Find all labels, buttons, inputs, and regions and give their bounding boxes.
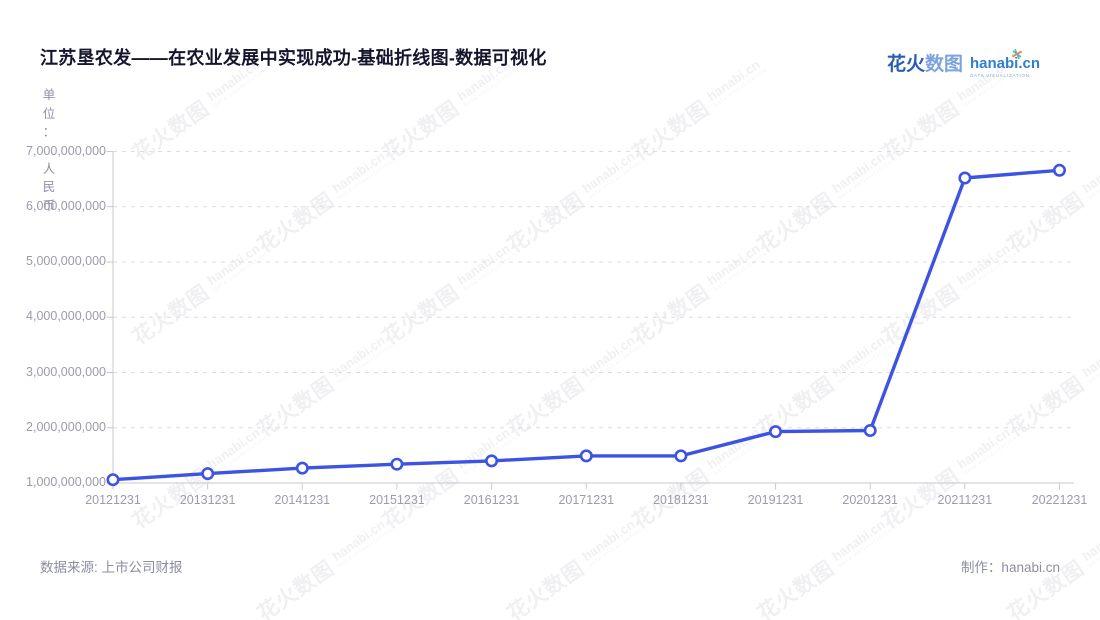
x-tick-label: 20201231 [842,493,898,507]
logo-brand-en-text: hanabi.cn [969,55,1040,72]
unit-label-char: 单 [42,88,56,102]
line-series [111,168,1062,482]
data-point-marker [674,449,688,463]
y-axis-unit-label: 单位 ： 人民币 [40,86,58,215]
hanabi-logo: 花火数图 hanabi.cn DATA VISUALIZATION [887,48,1040,78]
chart-title: 江苏垦农发——在农业发展中实现成功-基础折线图-数据可视化 [40,48,547,68]
data-point-marker [1053,163,1067,177]
data-point-marker [579,449,593,463]
x-tick-label: 20141231 [274,493,331,507]
data-point-marker [958,171,972,185]
data-point-marker [768,425,782,439]
y-tick-label: 4,000,000,000 [26,309,106,324]
x-tick-label: 20211231 [937,493,993,507]
unit-label-char: 币 [42,198,56,213]
x-tick-label: 20161231 [463,493,520,507]
data-source-note: 数据来源: 上市公司财报 [40,560,183,575]
data-point-marker [485,454,499,468]
data-point-marker [106,473,120,487]
logo-brand-cn-primary: 花火 [886,54,925,75]
unit-label-char: ： [42,125,56,139]
data-point-marker [390,457,404,471]
data-point-marker [863,423,877,437]
unit-label-char: 人 [42,161,56,176]
x-tick-label: 20131231 [179,493,236,507]
logo-brand-cn: 花火数图 [887,55,963,75]
logo-brand-subtitle: DATA VISUALIZATION [969,73,1030,78]
credit-note: 制作：hanabi.cn [960,560,1060,575]
data-point-marker [201,467,215,481]
x-tick-label: 20181231 [653,493,709,507]
x-tick-label: 20221231 [1031,493,1088,507]
unit-label-char: 位 [42,106,56,121]
y-tick-label: 1,000,000,000 [26,475,106,489]
logo-brand-cn-secondary: 数图 [924,54,963,75]
x-tick-label: 20151231 [369,493,425,507]
y-tick-label: 7,000,000,000 [26,143,106,158]
sparkle-icon [1011,48,1022,60]
y-tick-label: 2,000,000,000 [26,419,106,434]
y-tick-label: 6,000,000,000 [26,198,106,213]
logo-brand-en: hanabi.cn DATA VISUALIZATION [969,48,1040,78]
y-tick-label: 3,000,000,000 [26,364,106,379]
x-tick-label: 20171231 [558,493,615,507]
y-tick-label: 5,000,000,000 [26,254,106,268]
data-point-marker [295,461,309,475]
x-tick-label: 20121231 [85,493,141,507]
x-tick-label: 20191231 [747,493,804,507]
unit-label-char: 民 [42,180,56,194]
